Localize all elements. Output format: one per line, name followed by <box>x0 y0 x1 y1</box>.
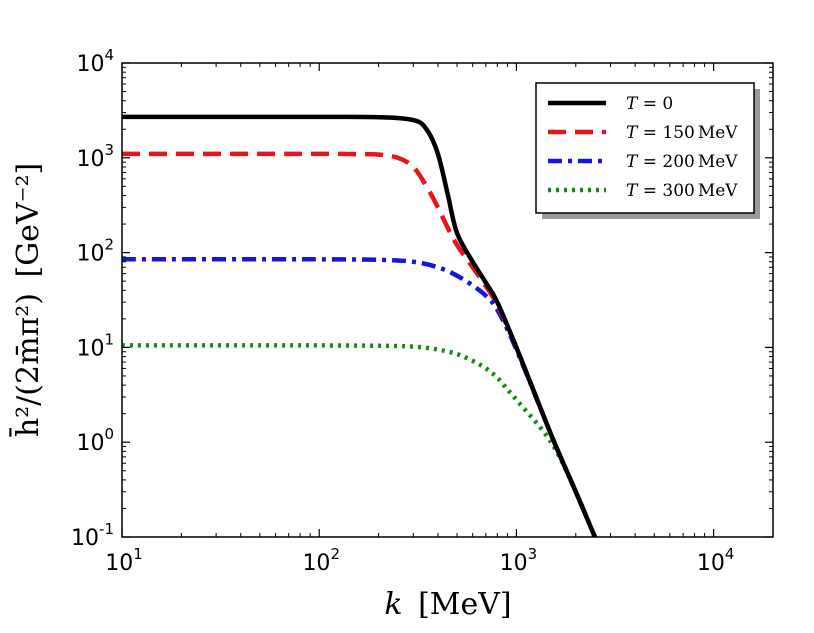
legend-items: T = 0 T = 150 MeV T = 200 MeV T = 300 MeV <box>548 94 738 201</box>
x-tick-label-3: 104 <box>697 545 735 576</box>
y-tick-label-1: 100 <box>76 425 114 456</box>
series-line-2 <box>122 257 597 537</box>
label-layer: 101 102 103 104 10-1 100 101 102 103 104 <box>71 46 734 576</box>
y-axis-label-unit: [GeV⁻²] <box>11 163 46 278</box>
y-axis-label: h̄²/(2m̄π²) [GeV⁻²] <box>8 163 46 437</box>
series-line-3 <box>122 343 597 537</box>
x-tick-label-2: 103 <box>500 545 538 576</box>
x-axis-label-unit: [MeV] <box>418 587 512 622</box>
legend-label-1: T = 150 MeV <box>626 123 738 143</box>
plot-frame <box>121 62 774 538</box>
series-layer <box>122 114 597 537</box>
legend: T = 0 T = 150 MeV T = 200 MeV T = 300 MeV <box>535 82 760 219</box>
x-tick-label-0: 101 <box>105 545 143 576</box>
legend-label-0: T = 0 <box>626 94 673 114</box>
legend-label-2: T = 200 MeV <box>626 152 738 172</box>
series-line-1 <box>122 151 597 537</box>
x-tick-label-1: 102 <box>302 545 340 576</box>
x-axis-label-main: k <box>384 587 402 622</box>
y-tick-label-0: 10-1 <box>71 520 114 551</box>
y-tick-label-3: 102 <box>76 236 114 267</box>
legend-label-3: T = 300 MeV <box>626 181 738 201</box>
y-axis-label-main: h̄²/(2m̄π²) <box>8 293 46 437</box>
series-line-0 <box>122 114 597 537</box>
y-tick-label-2: 101 <box>76 330 114 361</box>
y-tick-label-5: 104 <box>76 46 114 77</box>
y-tick-label-4: 103 <box>76 141 114 172</box>
x-axis-label: k [MeV] <box>384 587 511 622</box>
